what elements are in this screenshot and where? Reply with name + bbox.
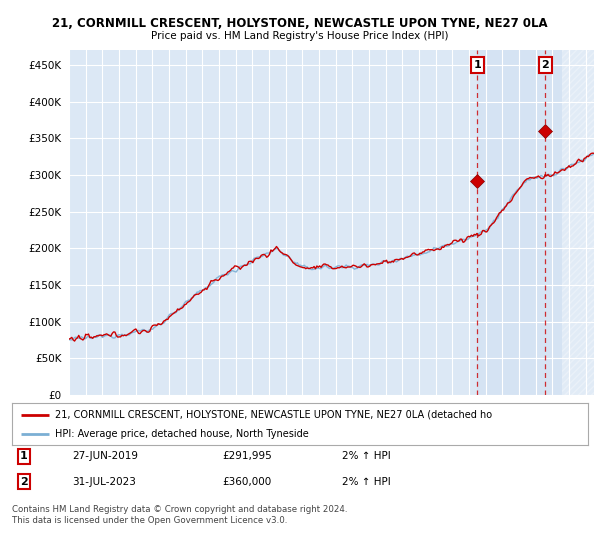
Bar [477, 50, 594, 395]
Text: 21, CORNMILL CRESCENT, HOLYSTONE, NEWCASTLE UPON TYNE, NE27 0LA: 21, CORNMILL CRESCENT, HOLYSTONE, NEWCAS… [52, 17, 548, 30]
Bar [562, 50, 594, 395]
Text: 2: 2 [20, 477, 28, 487]
Text: 21, CORNMILL CRESCENT, HOLYSTONE, NEWCASTLE UPON TYNE, NE27 0LA (detached ho: 21, CORNMILL CRESCENT, HOLYSTONE, NEWCAS… [55, 409, 493, 419]
Text: £360,000: £360,000 [222, 477, 271, 487]
Text: 2% ↑ HPI: 2% ↑ HPI [342, 477, 391, 487]
Text: 31-JUL-2023: 31-JUL-2023 [72, 477, 136, 487]
Text: HPI: Average price, detached house, North Tyneside: HPI: Average price, detached house, Nort… [55, 429, 309, 439]
Text: 1: 1 [473, 60, 481, 70]
Text: Price paid vs. HM Land Registry's House Price Index (HPI): Price paid vs. HM Land Registry's House … [151, 31, 449, 41]
Text: 2: 2 [541, 60, 549, 70]
Text: £291,995: £291,995 [222, 451, 272, 461]
Text: 1: 1 [20, 451, 28, 461]
Text: 2% ↑ HPI: 2% ↑ HPI [342, 451, 391, 461]
Text: Contains HM Land Registry data © Crown copyright and database right 2024.
This d: Contains HM Land Registry data © Crown c… [12, 505, 347, 525]
Text: 27-JUN-2019: 27-JUN-2019 [72, 451, 138, 461]
